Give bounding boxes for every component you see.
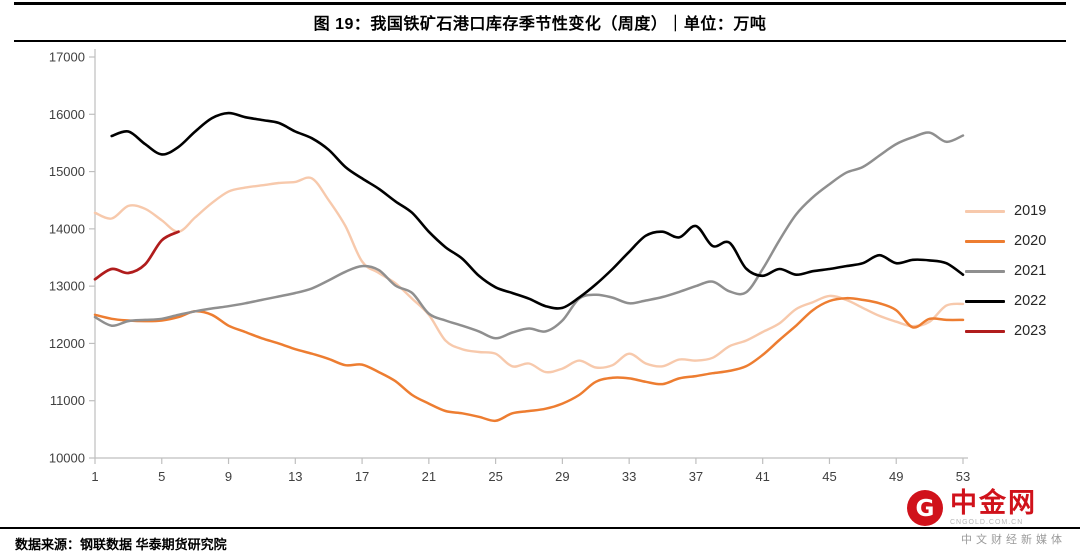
x-tick-label: 25 — [488, 469, 502, 484]
legend-swatch-2019 — [965, 209, 1005, 213]
cngold-logo-icon: G — [907, 490, 943, 526]
watermark-domain: CNGOLD.COM.CN — [950, 519, 1024, 526]
y-tick-label: 10000 — [49, 451, 85, 466]
y-tick-label: 12000 — [49, 336, 85, 351]
series-line-2019 — [93, 176, 965, 374]
x-tick-label: 45 — [822, 469, 836, 484]
legend-item-2020: 2020 — [965, 226, 1077, 256]
axes: 10000 11000 12000 13000 14000 15000 16000 17000… — [49, 49, 970, 484]
x-tick-label: 33 — [622, 469, 636, 484]
series-line-2023 — [93, 230, 180, 281]
line-chart: 10000 11000 12000 13000 14000 15000 16000 17000… — [49, 49, 970, 484]
series-line-2022 — [110, 111, 965, 310]
series-line-2020 — [93, 296, 965, 423]
watermark-brand: 中金网 — [950, 488, 1037, 518]
legend-item-2023: 2023 — [965, 316, 1077, 346]
series-line-2021 — [93, 131, 965, 340]
chart-title: 图 19：我国铁矿石港口库存季节性变化（周度）｜单位：万吨 — [313, 16, 767, 33]
legend-item-2022: 2022 — [965, 286, 1077, 316]
y-tick-label: 13000 — [49, 279, 85, 294]
footer-divider — [0, 527, 1080, 529]
y-tick-label: 15000 — [49, 164, 85, 179]
legend-item-2021: 2021 — [965, 256, 1077, 286]
legend-label-2023: 2023 — [1014, 323, 1047, 339]
y-tick-label: 11000 — [50, 393, 85, 408]
legend-swatch-2020 — [965, 239, 1005, 243]
legend-swatch-2023 — [965, 329, 1005, 333]
x-tick-label: 41 — [755, 469, 769, 484]
legend-label-2022: 2022 — [1014, 293, 1047, 309]
legend-label-2021: 2021 — [1014, 263, 1047, 279]
x-tick-label: 37 — [689, 469, 703, 484]
data-source-note: 数据来源：钢联数据 华泰期货研究院 — [15, 537, 227, 552]
x-tick-label: 1 — [91, 469, 98, 484]
x-tick-label: 53 — [956, 469, 970, 484]
x-tick-label: 13 — [288, 469, 302, 484]
x-tick-label: 29 — [555, 469, 569, 484]
cngold-watermark: G 中金网 CNGOLD.COM.CN 中文财经新媒体 — [906, 489, 1066, 547]
chart-legend: 2019 2020 2021 2022 2023 — [965, 196, 1077, 346]
y-tick-label: 16000 — [49, 107, 85, 122]
watermark-tagline: 中文财经新媒体 — [961, 534, 1066, 546]
legend-item-2019: 2019 — [965, 196, 1077, 226]
legend-swatch-2021 — [965, 269, 1005, 273]
x-tick-label: 49 — [889, 469, 903, 484]
x-tick-label: 17 — [355, 469, 369, 484]
x-tick-label: 21 — [422, 469, 436, 484]
legend-label-2019: 2019 — [1014, 203, 1047, 219]
x-tick-label: 9 — [225, 469, 232, 484]
legend-swatch-2022 — [965, 299, 1005, 303]
x-tick-label: 5 — [158, 469, 165, 484]
y-tick-label: 14000 — [49, 221, 85, 236]
chart-header: 图 19：我国铁矿石港口库存季节性变化（周度）｜单位：万吨 — [14, 2, 1066, 42]
y-tick-label: 17000 — [49, 50, 85, 65]
legend-label-2020: 2020 — [1014, 233, 1047, 249]
svg-text:G: G — [916, 496, 935, 522]
